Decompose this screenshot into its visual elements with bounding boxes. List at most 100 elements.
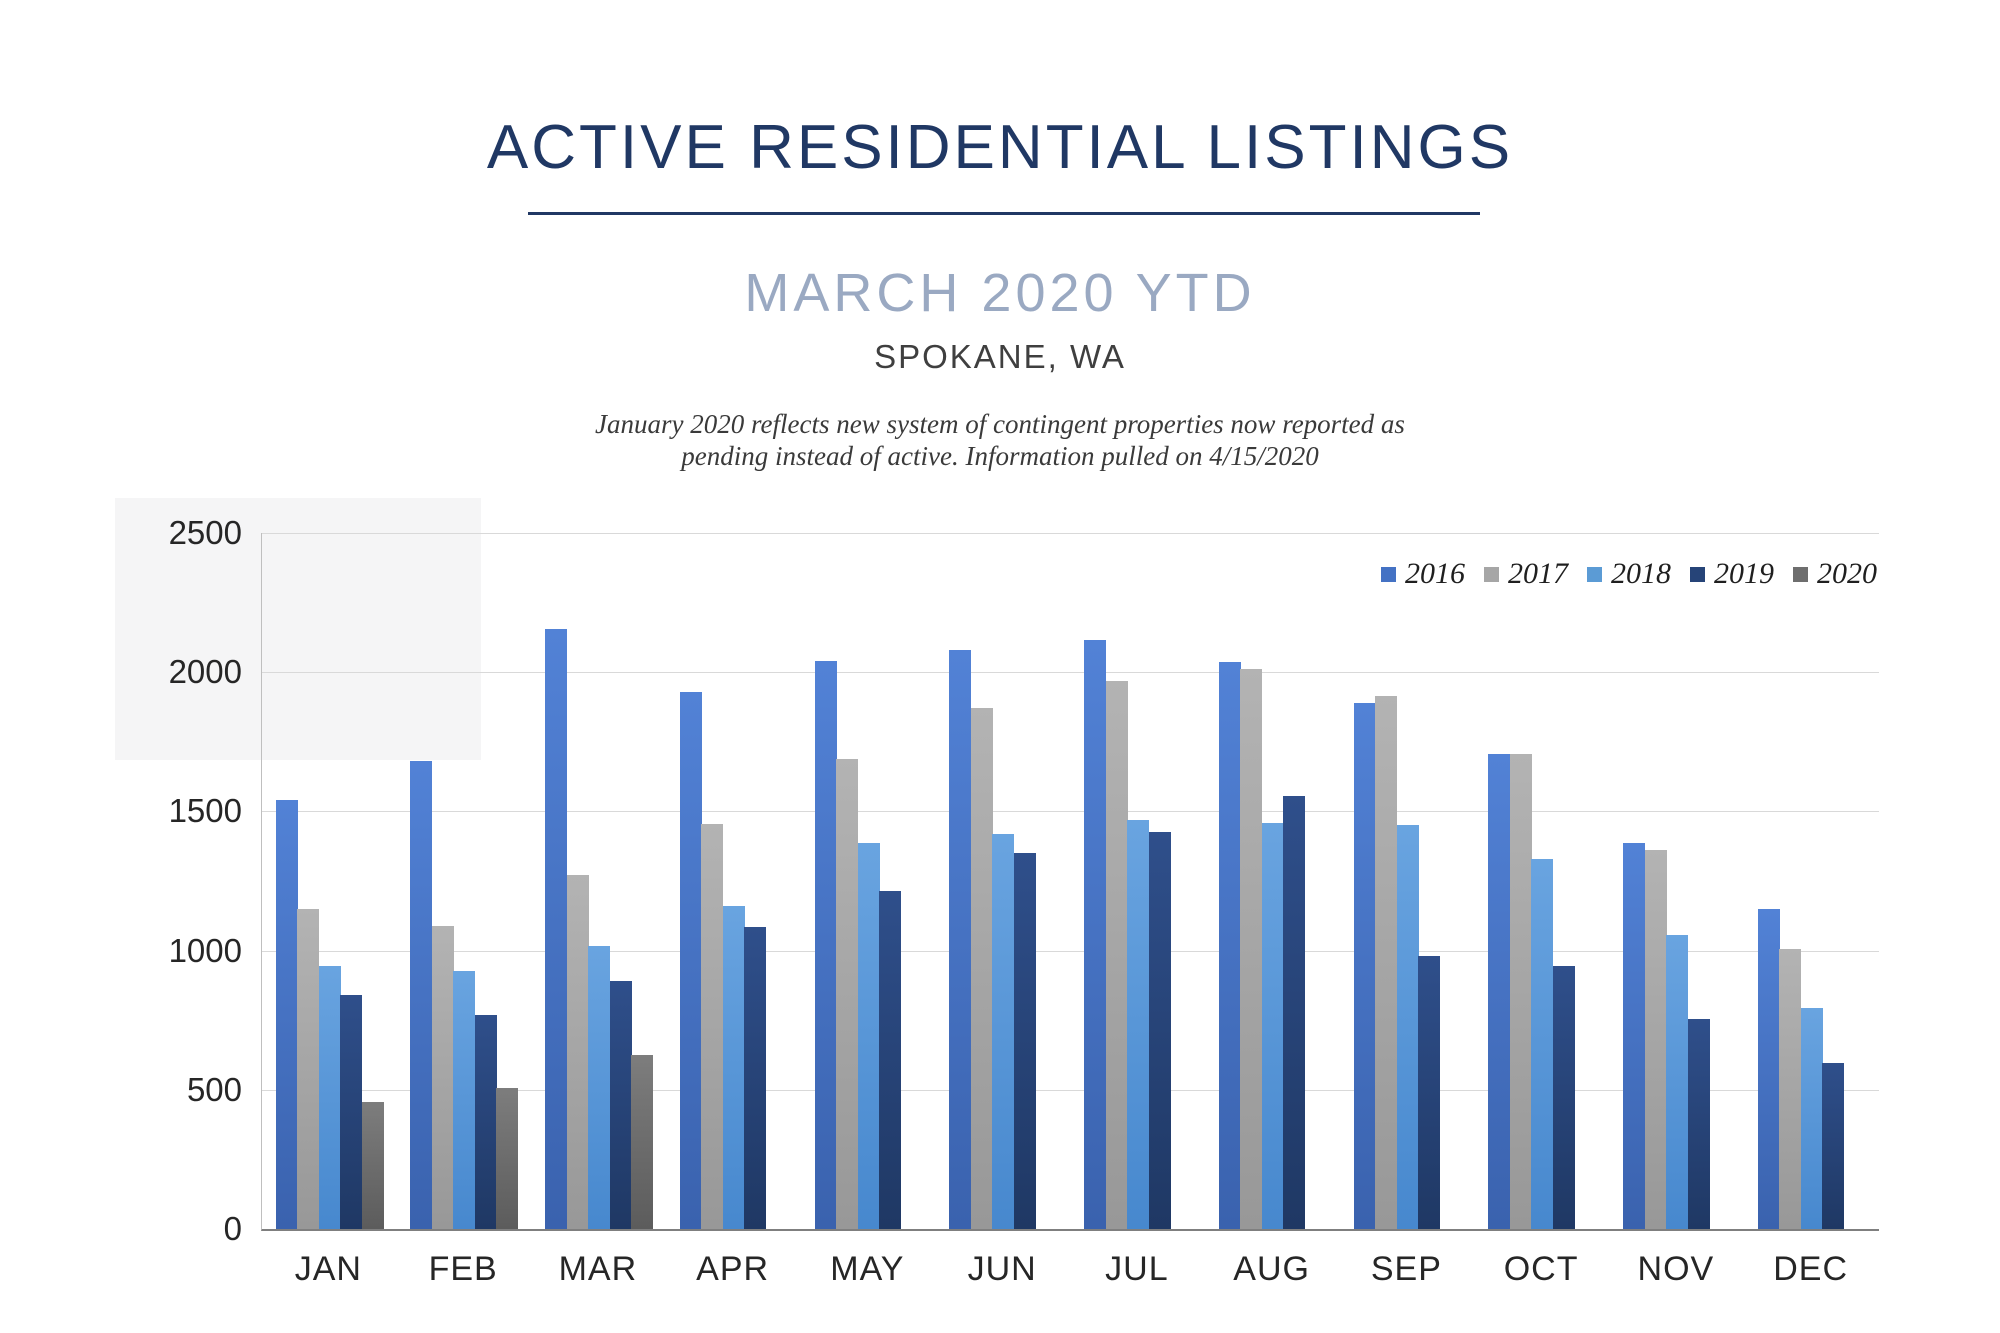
footnote-line-1: January 2020 reflects new system of cont… bbox=[595, 409, 1405, 439]
bar-2017-dec bbox=[1779, 949, 1802, 1229]
bar-2019-oct bbox=[1552, 965, 1575, 1229]
bar-2017-aug bbox=[1240, 669, 1263, 1229]
bar-2019-dec bbox=[1822, 1063, 1845, 1229]
x-axis-label-feb: FEB bbox=[428, 1250, 498, 1288]
bar-2020-mar bbox=[631, 1055, 654, 1229]
bar-2019-may bbox=[879, 890, 902, 1229]
bar-2018-dec bbox=[1800, 1007, 1823, 1229]
bar-2020-jan bbox=[361, 1102, 384, 1229]
x-axis-label-jul: JUL bbox=[1105, 1250, 1169, 1288]
chart-legend: 2016 2017 2018 2019 2020 bbox=[1381, 557, 1877, 591]
bar-2019-apr bbox=[744, 926, 767, 1229]
bar-2016-apr bbox=[679, 691, 702, 1229]
bar-2016-jul bbox=[1084, 640, 1106, 1229]
y-axis-label-1500: 1500 bbox=[168, 792, 242, 830]
bar-2016-oct bbox=[1488, 754, 1511, 1229]
footnote: January 2020 reflects new system of cont… bbox=[0, 408, 2000, 472]
bar-2018-jul bbox=[1127, 819, 1150, 1229]
bar-2019-sep bbox=[1418, 956, 1441, 1229]
bar-2017-jun bbox=[970, 708, 993, 1229]
bar-2019-aug bbox=[1283, 796, 1306, 1229]
bar-2017-feb bbox=[431, 925, 454, 1229]
legend-label-2018: 2018 bbox=[1611, 557, 1671, 590]
plot-area: 2016 2017 2018 2019 2020 bbox=[261, 533, 1879, 1231]
bar-2019-feb bbox=[474, 1014, 497, 1229]
bar-2016-sep bbox=[1353, 702, 1376, 1229]
bar-2017-oct bbox=[1509, 754, 1532, 1229]
legend-label-2020: 2020 bbox=[1817, 557, 1877, 590]
legend-item-2019: 2019 bbox=[1690, 557, 1774, 591]
bar-2016-mar bbox=[545, 629, 567, 1229]
x-axis-label-aug: AUG bbox=[1233, 1250, 1310, 1288]
legend-item-2020: 2020 bbox=[1793, 557, 1877, 591]
y-axis-label-1000: 1000 bbox=[168, 931, 242, 969]
gridline-1500 bbox=[262, 811, 1879, 813]
bar-2018-nov bbox=[1666, 935, 1689, 1229]
bar-2018-jan bbox=[318, 965, 341, 1229]
bar-2018-may bbox=[857, 843, 880, 1229]
bar-2017-jan bbox=[297, 908, 320, 1229]
page-title: ACTIVE RESIDENTIAL LISTINGS bbox=[486, 113, 1514, 182]
bar-2018-jun bbox=[992, 833, 1015, 1229]
gridline-1000 bbox=[262, 950, 1879, 952]
bar-2017-nov bbox=[1644, 850, 1667, 1229]
legend-swatch-2016 bbox=[1381, 566, 1396, 582]
bar-2016-jan bbox=[275, 800, 298, 1229]
legend-item-2018: 2018 bbox=[1587, 557, 1671, 591]
x-axis-label-jan: JAN bbox=[294, 1250, 362, 1288]
x-axis-label-jun: JUN bbox=[967, 1250, 1037, 1288]
x-axis-label-mar: MAR bbox=[558, 1250, 638, 1288]
bar-2017-may bbox=[836, 758, 859, 1229]
bar-2018-mar bbox=[588, 946, 611, 1229]
title-underline bbox=[528, 212, 1480, 215]
legend-label-2016: 2016 bbox=[1405, 557, 1465, 590]
legend-swatch-2020 bbox=[1793, 566, 1808, 582]
bar-2016-aug bbox=[1218, 662, 1241, 1229]
background-artifact bbox=[115, 498, 481, 760]
bar-2016-dec bbox=[1757, 908, 1780, 1229]
legend-swatch-2017 bbox=[1484, 566, 1499, 582]
footnote-line-2: pending instead of active. Information p… bbox=[681, 441, 1319, 471]
bar-2016-may bbox=[814, 661, 837, 1229]
gridline-500 bbox=[262, 1089, 1879, 1091]
subtitle: MARCH 2020 YTD bbox=[744, 263, 1256, 323]
legend-swatch-2019 bbox=[1690, 566, 1705, 582]
bar-2019-nov bbox=[1687, 1018, 1710, 1229]
bar-2018-aug bbox=[1261, 822, 1284, 1229]
bar-2017-apr bbox=[701, 823, 724, 1229]
y-axis-label-0: 0 bbox=[223, 1210, 242, 1247]
x-axis-label-apr: APR bbox=[696, 1250, 770, 1288]
bar-2019-jan bbox=[340, 995, 363, 1229]
bar-2016-jun bbox=[949, 649, 972, 1229]
bar-2018-apr bbox=[722, 906, 745, 1229]
legend-swatch-2018 bbox=[1587, 566, 1602, 582]
bar-2017-mar bbox=[566, 875, 589, 1229]
x-axis-label-sep: SEP bbox=[1370, 1250, 1442, 1288]
gridline-2000 bbox=[262, 672, 1879, 674]
bar-2016-feb bbox=[410, 761, 433, 1229]
location-label: SPOKANE, WA bbox=[874, 338, 1126, 375]
bar-2019-jul bbox=[1148, 832, 1171, 1229]
legend-label-2019: 2019 bbox=[1714, 557, 1774, 590]
legend-item-2017: 2017 bbox=[1484, 557, 1568, 591]
legend-label-2017: 2017 bbox=[1508, 557, 1568, 590]
bar-2019-mar bbox=[609, 981, 632, 1229]
x-axis-label-dec: DEC bbox=[1773, 1250, 1849, 1288]
y-axis-label-500: 500 bbox=[186, 1070, 242, 1108]
y-axis-label-2000: 2000 bbox=[168, 653, 242, 691]
x-axis-label-nov: NOV bbox=[1637, 1250, 1715, 1288]
bar-2020-feb bbox=[496, 1088, 519, 1229]
x-axis-label-oct: OCT bbox=[1503, 1250, 1579, 1288]
y-axis-label-2500: 2500 bbox=[168, 514, 242, 551]
bar-2017-jul bbox=[1105, 680, 1128, 1229]
bar-2018-oct bbox=[1531, 858, 1554, 1229]
gridline-2500 bbox=[262, 533, 1879, 534]
bar-2018-sep bbox=[1396, 825, 1419, 1229]
bar-2017-sep bbox=[1375, 695, 1398, 1229]
bar-2018-feb bbox=[453, 971, 476, 1229]
bar-2019-jun bbox=[1013, 853, 1036, 1229]
bar-2016-nov bbox=[1623, 843, 1645, 1229]
x-axis-label-may: MAY bbox=[830, 1250, 905, 1288]
legend-item-2016: 2016 bbox=[1381, 557, 1465, 591]
